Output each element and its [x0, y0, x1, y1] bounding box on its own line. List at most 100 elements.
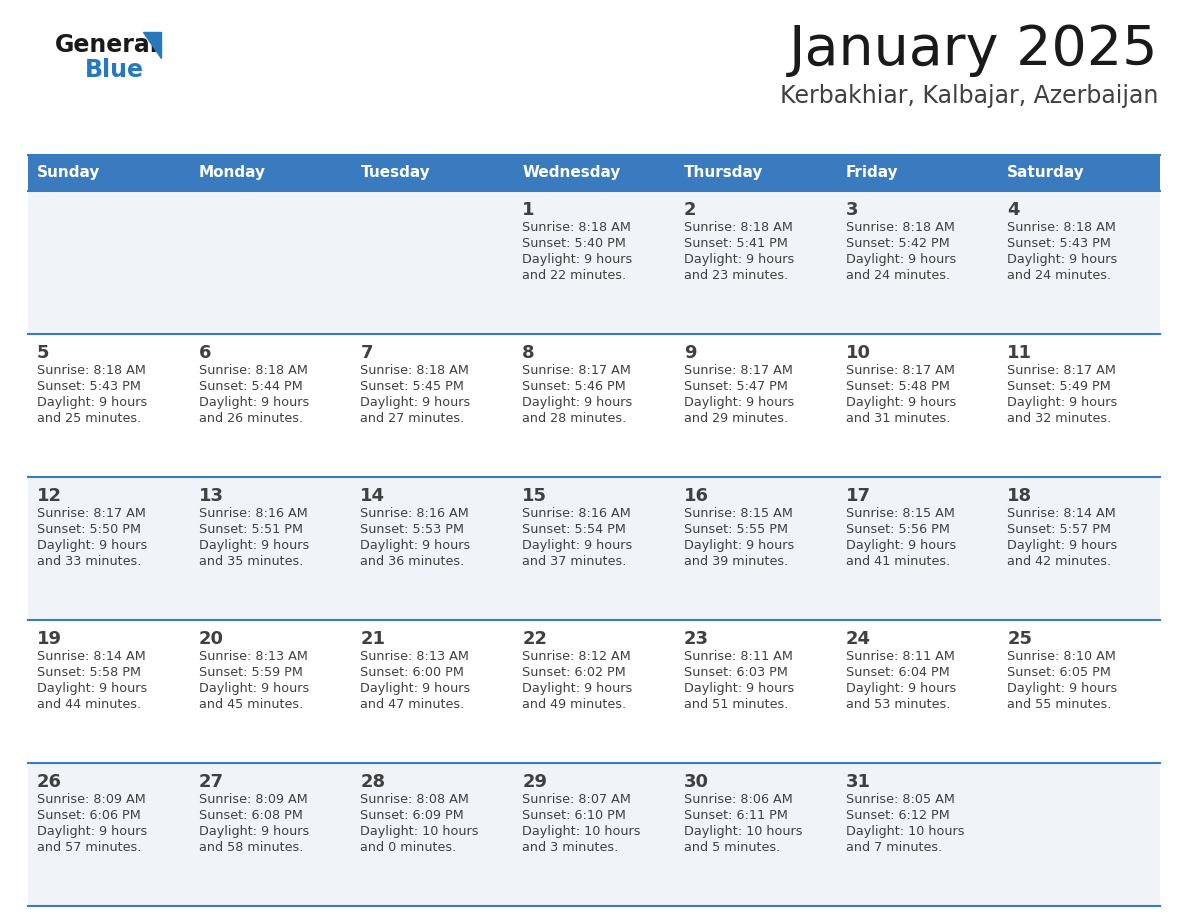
Text: and 27 minutes.: and 27 minutes. [360, 412, 465, 425]
Text: Monday: Monday [198, 165, 266, 181]
Text: Daylight: 9 hours: Daylight: 9 hours [523, 396, 632, 409]
Text: Daylight: 9 hours: Daylight: 9 hours [684, 396, 794, 409]
Bar [836, 477, 998, 620]
Bar [352, 477, 513, 620]
Text: Daylight: 9 hours: Daylight: 9 hours [1007, 396, 1118, 409]
Text: Daylight: 9 hours: Daylight: 9 hours [198, 539, 309, 552]
Text: Sunrise: 8:09 AM: Sunrise: 8:09 AM [37, 793, 146, 806]
Text: 27: 27 [198, 773, 223, 791]
Text: Daylight: 9 hours: Daylight: 9 hours [523, 253, 632, 266]
Text: 28: 28 [360, 773, 386, 791]
Text: and 29 minutes.: and 29 minutes. [684, 412, 788, 425]
Text: Sunrise: 8:17 AM: Sunrise: 8:17 AM [846, 364, 954, 377]
Text: Daylight: 9 hours: Daylight: 9 hours [198, 396, 309, 409]
Text: Daylight: 10 hours: Daylight: 10 hours [523, 825, 640, 838]
Bar [675, 334, 836, 477]
Bar [836, 334, 998, 477]
Text: Daylight: 10 hours: Daylight: 10 hours [360, 825, 479, 838]
Text: 31: 31 [846, 773, 871, 791]
Text: Daylight: 9 hours: Daylight: 9 hours [523, 539, 632, 552]
Text: Sunrise: 8:16 AM: Sunrise: 8:16 AM [198, 507, 308, 520]
Text: Sunset: 6:00 PM: Sunset: 6:00 PM [360, 666, 465, 679]
Text: 25: 25 [1007, 630, 1032, 648]
Bar [675, 155, 836, 191]
Bar [836, 763, 998, 906]
Text: Daylight: 9 hours: Daylight: 9 hours [846, 682, 956, 695]
Text: Sunrise: 8:16 AM: Sunrise: 8:16 AM [523, 507, 631, 520]
Text: Daylight: 10 hours: Daylight: 10 hours [684, 825, 802, 838]
Bar [352, 620, 513, 763]
Text: and 26 minutes.: and 26 minutes. [198, 412, 303, 425]
Text: Daylight: 9 hours: Daylight: 9 hours [684, 682, 794, 695]
Text: Daylight: 9 hours: Daylight: 9 hours [360, 682, 470, 695]
Text: Daylight: 9 hours: Daylight: 9 hours [37, 682, 147, 695]
Text: Sunset: 5:48 PM: Sunset: 5:48 PM [846, 380, 949, 393]
Text: 21: 21 [360, 630, 385, 648]
Text: 20: 20 [198, 630, 223, 648]
Text: Daylight: 9 hours: Daylight: 9 hours [37, 396, 147, 409]
Text: Sunset: 5:46 PM: Sunset: 5:46 PM [523, 380, 626, 393]
Bar [190, 334, 352, 477]
Text: January 2025: January 2025 [789, 23, 1158, 77]
Bar [675, 763, 836, 906]
Text: Daylight: 9 hours: Daylight: 9 hours [846, 253, 956, 266]
Text: 5: 5 [37, 344, 50, 362]
Text: Sunrise: 8:15 AM: Sunrise: 8:15 AM [846, 507, 954, 520]
Text: Sunset: 6:06 PM: Sunset: 6:06 PM [37, 809, 140, 822]
Text: Sunset: 5:49 PM: Sunset: 5:49 PM [1007, 380, 1111, 393]
Text: Sunset: 5:56 PM: Sunset: 5:56 PM [846, 523, 949, 536]
Text: 7: 7 [360, 344, 373, 362]
Text: and 25 minutes.: and 25 minutes. [37, 412, 141, 425]
Bar [513, 191, 675, 334]
Text: Sunrise: 8:11 AM: Sunrise: 8:11 AM [846, 650, 954, 663]
Bar [513, 763, 675, 906]
Bar [513, 477, 675, 620]
Text: 17: 17 [846, 487, 871, 505]
Text: Sunrise: 8:15 AM: Sunrise: 8:15 AM [684, 507, 792, 520]
Text: and 41 minutes.: and 41 minutes. [846, 555, 950, 568]
Text: Sunrise: 8:14 AM: Sunrise: 8:14 AM [1007, 507, 1116, 520]
Text: Sunrise: 8:18 AM: Sunrise: 8:18 AM [198, 364, 308, 377]
Text: and 24 minutes.: and 24 minutes. [846, 269, 949, 282]
Text: 22: 22 [523, 630, 548, 648]
Text: and 37 minutes.: and 37 minutes. [523, 555, 626, 568]
Text: 8: 8 [523, 344, 535, 362]
Text: 3: 3 [846, 201, 858, 219]
Bar [513, 620, 675, 763]
Text: Daylight: 9 hours: Daylight: 9 hours [1007, 253, 1118, 266]
Text: 23: 23 [684, 630, 709, 648]
Text: Daylight: 9 hours: Daylight: 9 hours [360, 396, 470, 409]
Bar [998, 155, 1159, 191]
Text: Sunrise: 8:17 AM: Sunrise: 8:17 AM [37, 507, 146, 520]
Text: Sunrise: 8:09 AM: Sunrise: 8:09 AM [198, 793, 308, 806]
Text: Daylight: 10 hours: Daylight: 10 hours [846, 825, 965, 838]
Text: Sunset: 5:51 PM: Sunset: 5:51 PM [198, 523, 303, 536]
Text: Daylight: 9 hours: Daylight: 9 hours [1007, 682, 1118, 695]
Bar [513, 334, 675, 477]
Text: Sunset: 5:58 PM: Sunset: 5:58 PM [37, 666, 141, 679]
Text: and 45 minutes.: and 45 minutes. [198, 698, 303, 711]
Text: and 39 minutes.: and 39 minutes. [684, 555, 788, 568]
Text: Sunset: 6:04 PM: Sunset: 6:04 PM [846, 666, 949, 679]
Text: Sunrise: 8:14 AM: Sunrise: 8:14 AM [37, 650, 146, 663]
Bar [29, 191, 190, 334]
Text: Sunrise: 8:13 AM: Sunrise: 8:13 AM [198, 650, 308, 663]
Text: Sunrise: 8:18 AM: Sunrise: 8:18 AM [37, 364, 146, 377]
Text: and 44 minutes.: and 44 minutes. [37, 698, 141, 711]
Text: Sunset: 5:55 PM: Sunset: 5:55 PM [684, 523, 788, 536]
Text: and 53 minutes.: and 53 minutes. [846, 698, 950, 711]
Text: 4: 4 [1007, 201, 1019, 219]
Bar [998, 334, 1159, 477]
Bar [29, 155, 190, 191]
Text: Kerbakhiar, Kalbajar, Azerbaijan: Kerbakhiar, Kalbajar, Azerbaijan [779, 84, 1158, 108]
Text: and 47 minutes.: and 47 minutes. [360, 698, 465, 711]
Text: Sunrise: 8:18 AM: Sunrise: 8:18 AM [684, 221, 792, 234]
Text: 10: 10 [846, 344, 871, 362]
Text: and 55 minutes.: and 55 minutes. [1007, 698, 1112, 711]
Bar [836, 191, 998, 334]
Text: Blue: Blue [86, 58, 144, 82]
Text: Daylight: 9 hours: Daylight: 9 hours [684, 539, 794, 552]
Text: and 31 minutes.: and 31 minutes. [846, 412, 950, 425]
Bar [513, 155, 675, 191]
Text: 24: 24 [846, 630, 871, 648]
